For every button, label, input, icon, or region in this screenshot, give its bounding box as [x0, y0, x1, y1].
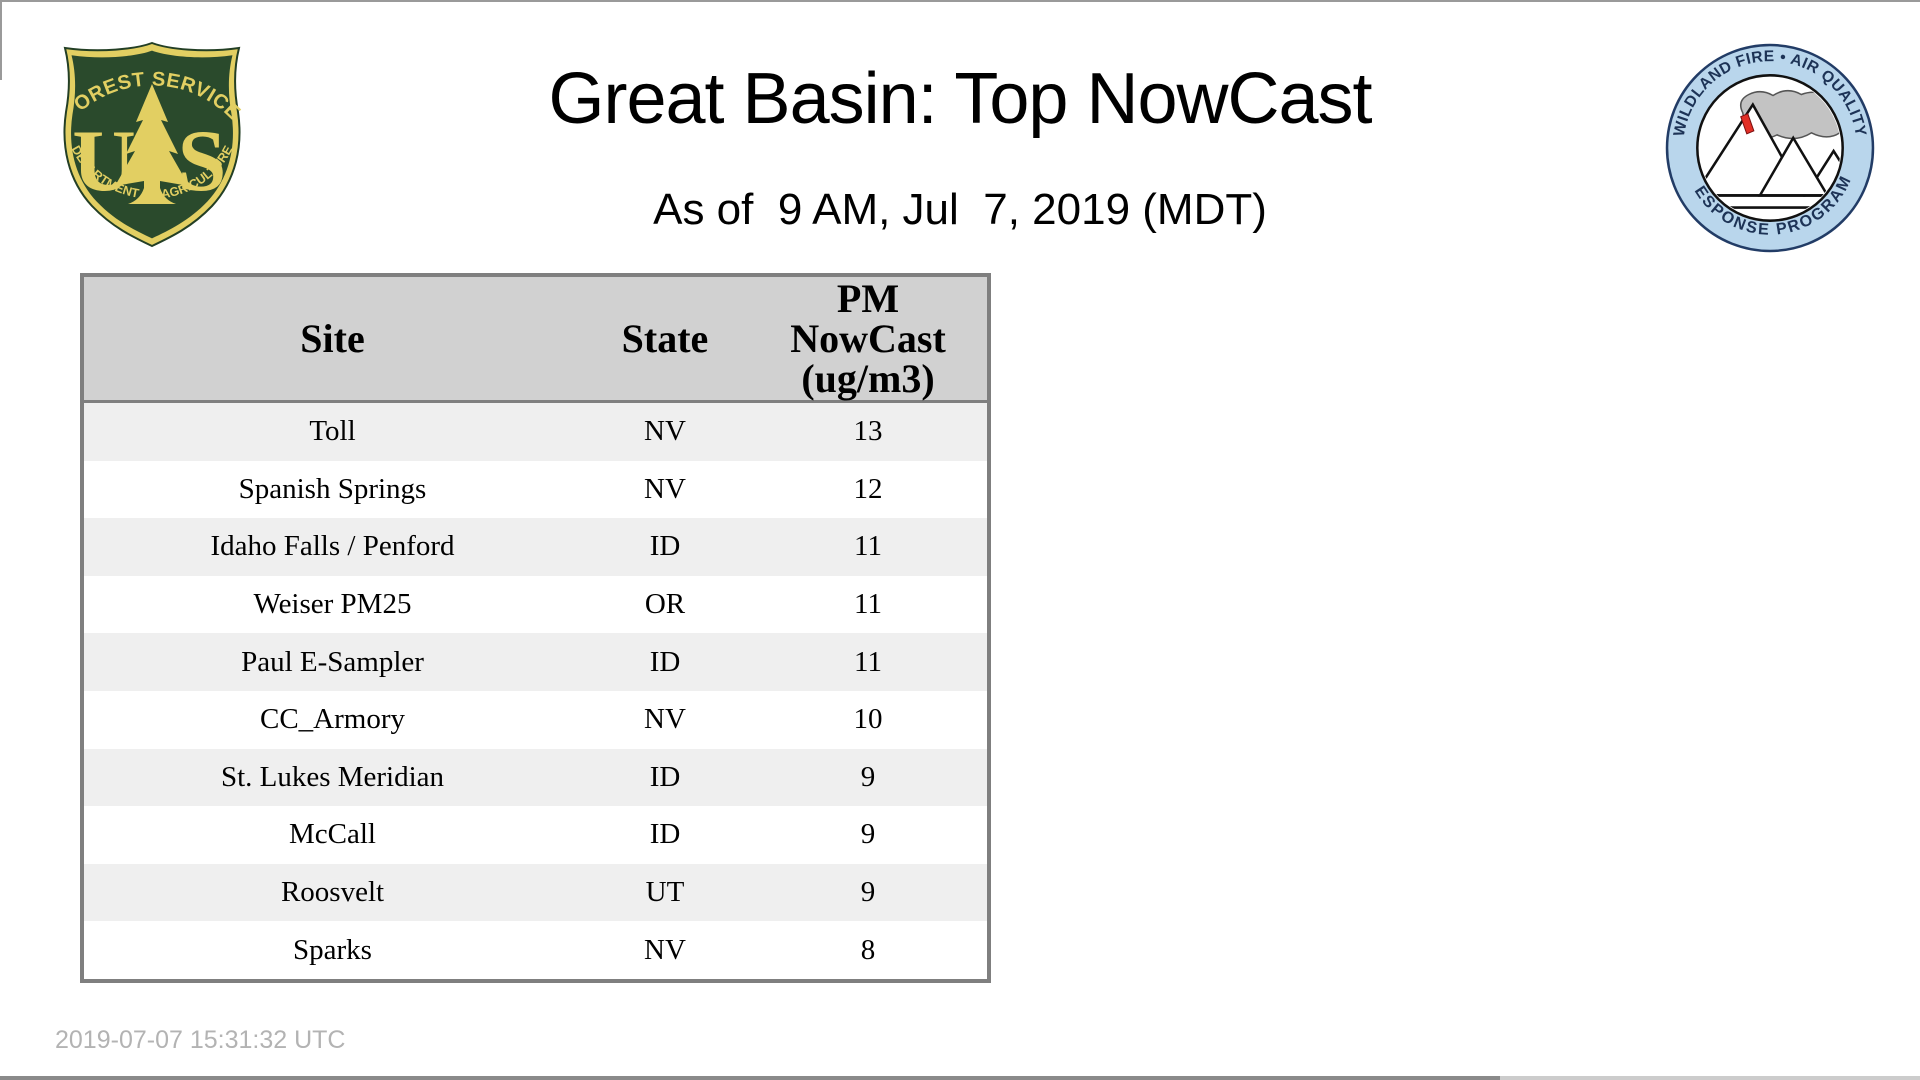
window-edge-bottom-light — [1500, 1076, 1920, 1080]
pm-value-cell: 11 — [854, 645, 882, 678]
table-row: Weiser PM25 OR 11 — [84, 575, 987, 634]
table-row: Paul E-Sampler ID 11 — [84, 633, 987, 691]
site-cell: CC_Armory — [260, 703, 405, 736]
state-cell: ID — [649, 645, 681, 678]
state-cell: ID — [649, 530, 681, 563]
site-cell: Sparks — [293, 933, 372, 966]
table-row: Roosvelt UT 9 — [84, 863, 987, 922]
table-row: Sparks NV 8 — [84, 921, 987, 979]
window-edge-left — [0, 0, 2, 80]
state-cell: ID — [649, 818, 681, 851]
forest-service-logo: FOREST SERVICE U S DEPARTMENT OF AGRICUL… — [46, 21, 252, 257]
fire-mark-icon — [1740, 112, 1755, 135]
state-cell: NV — [644, 703, 686, 736]
pm-value-cell: 9 — [860, 876, 876, 909]
column-header-state: State — [621, 316, 709, 361]
table-row: Spanish Springs NV 12 — [84, 460, 987, 519]
pm-value-cell: 12 — [853, 472, 883, 505]
smoke-plume — [1739, 89, 1841, 140]
state-cell: NV — [644, 472, 686, 505]
state-cell: ID — [649, 760, 681, 793]
table-row: Toll NV 13 — [84, 403, 987, 461]
air-quality-ring-icon: WILDLAND FIRE • AIR QUALITY RESPONSE PRO… — [1657, 28, 1875, 253]
forest-service-shield-icon: FOREST SERVICE U S DEPARTMENT OF AGRICUL… — [46, 21, 244, 248]
column-header-pm-nowcast: PM NowCast (ug/m3) — [790, 275, 946, 401]
window-edge-bottom-dark — [0, 1076, 1500, 1080]
pm-value-cell: 10 — [853, 703, 883, 736]
site-cell: Idaho Falls / Penford — [210, 530, 455, 563]
pm-value-cell: 8 — [860, 933, 876, 966]
page-subtitle: As of 9 AM, Jul 7, 2019 (MDT) — [653, 185, 1267, 234]
air-quality-program-logo: WILDLAND FIRE • AIR QUALITY RESPONSE PRO… — [1657, 28, 1876, 259]
pm-value-cell: 9 — [860, 760, 876, 793]
table-header-row: Site State PM NowCast (ug/m3) — [84, 277, 987, 403]
site-cell: Spanish Springs — [238, 472, 427, 505]
column-header-site: Site — [300, 316, 365, 361]
table-row: McCall ID 9 — [84, 806, 987, 864]
state-cell: OR — [644, 588, 686, 621]
pm-value-cell: 11 — [854, 588, 882, 621]
site-cell: Weiser PM25 — [253, 588, 412, 621]
pm-value-cell: 9 — [860, 818, 876, 851]
site-cell: McCall — [289, 818, 376, 851]
window-edge-top — [0, 0, 1920, 2]
table-row: St. Lukes Meridian ID 9 — [84, 748, 987, 807]
site-cell: Roosvelt — [280, 876, 385, 909]
generation-timestamp: 2019-07-07 15:31:32 UTC — [55, 1026, 346, 1054]
shield-letter-u: U — [72, 113, 136, 210]
shield-letter-s: S — [178, 113, 227, 210]
pm-value-cell: 11 — [854, 530, 882, 563]
mountains — [1699, 102, 1841, 209]
pm-value-cell: 13 — [853, 415, 883, 448]
table-row: Idaho Falls / Penford ID 11 — [84, 518, 987, 576]
page-title: Great Basin: Top NowCast — [548, 59, 1372, 139]
site-cell: Paul E-Sampler — [241, 645, 424, 678]
nowcast-table: Site State PM NowCast (ug/m3) Toll NV 13… — [80, 273, 991, 983]
site-cell: Toll — [309, 415, 356, 448]
pine-tree-icon — [115, 84, 189, 204]
state-cell: UT — [645, 876, 685, 909]
table-body: Toll NV 13 Spanish Springs NV 12 Idaho F… — [84, 403, 987, 979]
table-row: CC_Armory NV 10 — [84, 690, 987, 749]
state-cell: NV — [644, 415, 686, 448]
state-cell: NV — [644, 933, 686, 966]
site-cell: St. Lukes Meridian — [220, 760, 445, 793]
